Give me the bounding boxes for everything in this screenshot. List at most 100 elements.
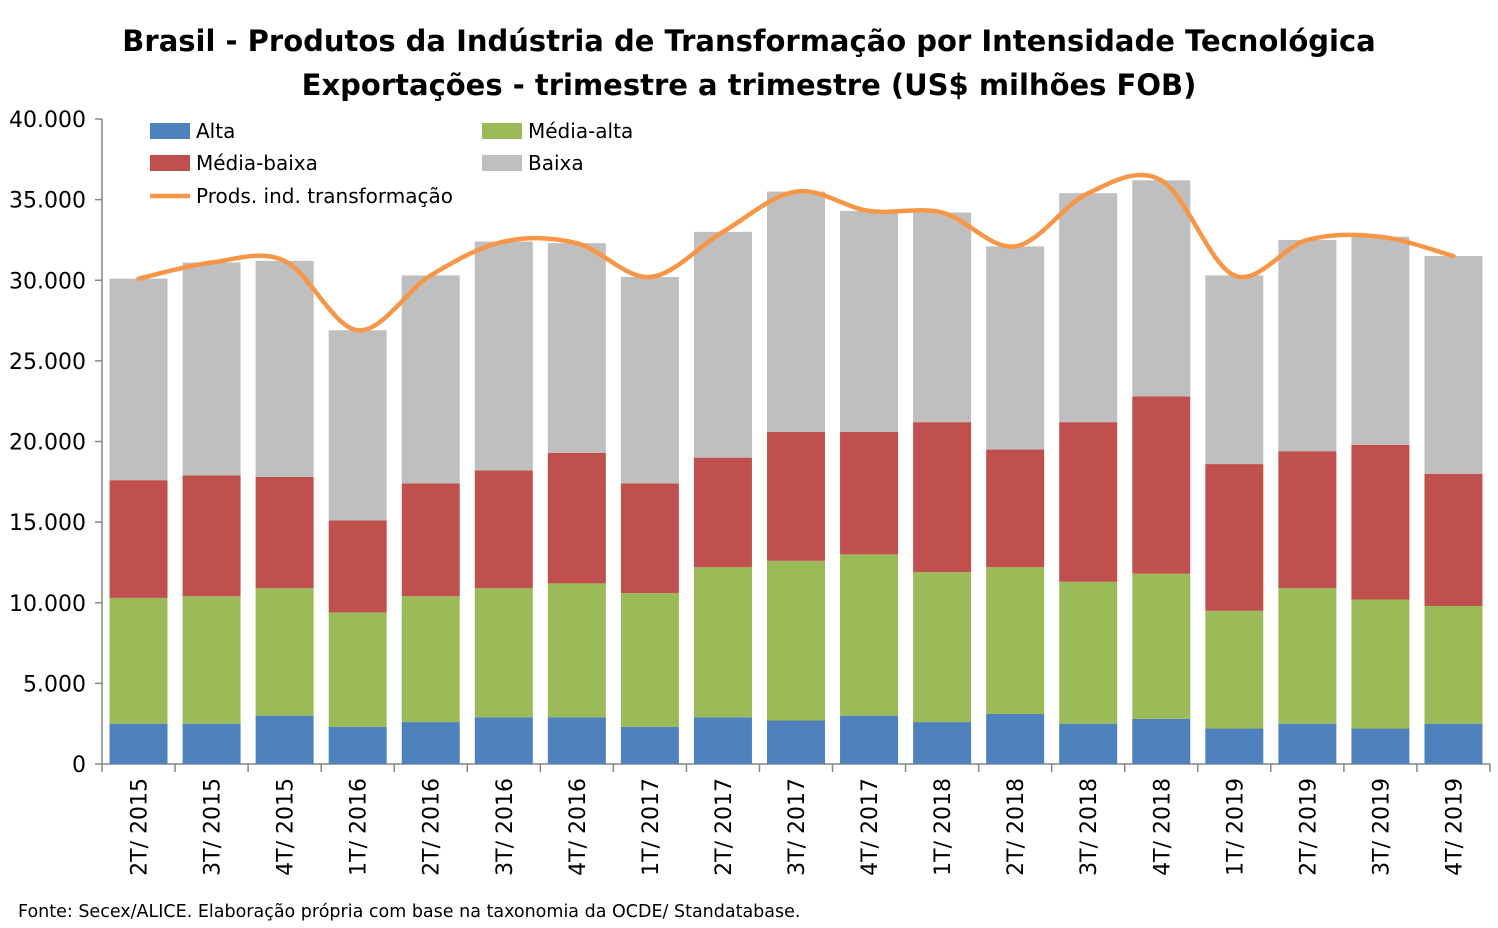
chart-title: Brasil - Produtos da Indústria de Transf… (122, 24, 1376, 58)
x-tick-label: 4T/ 2018 (1150, 778, 1175, 876)
bar-m-dia-baixa (401, 483, 460, 597)
bar-m-dia-alta (1278, 588, 1337, 724)
bar-baixa (693, 231, 752, 458)
y-tick-label: 20.000 (9, 431, 86, 456)
legend-label: Baixa (528, 151, 584, 175)
y-tick-label: 40.000 (9, 108, 86, 133)
bar-baixa (1424, 256, 1483, 474)
bar-baixa (109, 278, 168, 481)
bar-m-dia-alta (109, 597, 168, 724)
y-tick-label: 30.000 (9, 269, 86, 294)
legend-entry: Prods. ind. transformação (150, 184, 453, 208)
y-tick-label: 5.000 (23, 672, 86, 697)
y-tick-label: 15.000 (9, 511, 86, 536)
bar-m-dia-baixa (1278, 451, 1337, 589)
bar-alta (109, 723, 168, 764)
bar-baixa (401, 275, 460, 484)
source-note: Fonte: Secex/ALICE. Elaboração própria c… (18, 902, 801, 922)
bar-m-dia-alta (547, 583, 606, 718)
bar-baixa (547, 243, 606, 453)
y-tick-label: 35.000 (9, 189, 86, 214)
bar-alta (1424, 723, 1483, 764)
bar-alta (767, 720, 825, 764)
bar-alta (986, 714, 1045, 764)
legend-label: Prods. ind. transformação (196, 184, 453, 208)
bar-alta (840, 715, 899, 764)
x-tick-label: 3T/ 2015 (201, 778, 226, 876)
bar-m-dia-baixa (767, 431, 825, 561)
legend-label: Média-alta (528, 119, 633, 143)
bar-m-dia-baixa (1205, 464, 1264, 611)
bar-m-dia-baixa (1132, 396, 1191, 574)
bar-baixa (840, 210, 899, 432)
bar-m-dia-alta (401, 596, 460, 723)
x-tick-label: 4T/ 2016 (566, 778, 591, 876)
x-tick-label: 3T/ 2018 (1077, 778, 1102, 876)
bar-m-dia-alta (255, 588, 314, 716)
bar-alta (182, 723, 241, 764)
legend-entry: Média-alta (482, 119, 633, 143)
bar-m-dia-alta (840, 554, 899, 716)
bar-baixa (182, 262, 241, 476)
bar-baixa (1205, 275, 1264, 465)
bar-m-dia-baixa (109, 480, 168, 598)
bar-m-dia-alta (620, 593, 679, 727)
bar-m-dia-baixa (840, 431, 899, 555)
bar-m-dia-alta (986, 567, 1045, 715)
bar-alta (547, 717, 606, 764)
bar-alta (620, 726, 679, 764)
bar-baixa (1351, 236, 1410, 445)
bar-alta (328, 726, 387, 764)
bar-m-dia-baixa (182, 475, 241, 597)
bar-m-dia-alta (767, 560, 825, 721)
bar-alta (474, 717, 533, 764)
bar-baixa (1278, 239, 1337, 452)
bar-baixa (767, 191, 825, 432)
bar-m-dia-baixa (255, 476, 314, 589)
bar-m-dia-baixa (1059, 422, 1118, 582)
x-tick-label: 1T/ 2019 (1223, 778, 1248, 876)
bar-baixa (1059, 193, 1118, 423)
bar-baixa (620, 277, 679, 484)
bar-m-dia-baixa (1424, 473, 1483, 606)
bar-m-dia-alta (1424, 605, 1483, 724)
x-tick-label: 4T/ 2015 (274, 778, 299, 876)
bar-alta (693, 717, 752, 764)
x-tick-label: 1T/ 2016 (347, 778, 372, 876)
x-tick-label: 2T/ 2016 (420, 778, 445, 876)
x-tick-label: 1T/ 2017 (639, 778, 664, 876)
bar-m-dia-baixa (620, 483, 679, 594)
x-tick-label: 2T/ 2018 (1004, 778, 1029, 876)
bar-alta (1132, 718, 1191, 764)
bar-m-dia-baixa (328, 520, 387, 613)
bar-baixa (328, 330, 387, 521)
bar-alta (1059, 723, 1118, 764)
y-tick-label: 10.000 (9, 592, 86, 617)
x-tick-label: 4T/ 2019 (1442, 778, 1467, 876)
bar-m-dia-alta (1059, 581, 1118, 724)
x-tick-label: 4T/ 2017 (858, 778, 883, 876)
bar-m-dia-alta (693, 567, 752, 718)
bar-baixa (986, 246, 1045, 450)
bar-m-dia-alta (1132, 573, 1191, 719)
bar-m-dia-baixa (547, 452, 606, 584)
bar-m-dia-baixa (986, 449, 1045, 568)
x-tick-label: 3T/ 2016 (493, 778, 518, 876)
y-tick-label: 0 (72, 753, 86, 778)
chart-subtitle: Exportações - trimestre a trimestre (US$… (301, 68, 1197, 102)
x-tick-label: 2T/ 2017 (712, 778, 737, 876)
legend-entry: Baixa (482, 151, 584, 175)
bar-alta (401, 722, 460, 764)
x-tick-label: 3T/ 2017 (785, 778, 810, 876)
bar-m-dia-baixa (693, 457, 752, 568)
bar-m-dia-alta (328, 612, 387, 727)
bar-alta (255, 715, 314, 764)
bar-m-dia-baixa (913, 422, 972, 573)
bar-m-dia-alta (182, 596, 241, 724)
bar-m-dia-alta (1205, 610, 1264, 729)
x-tick-label: 2T/ 2019 (1296, 778, 1321, 876)
x-tick-label: 1T/ 2018 (931, 778, 956, 876)
legend-entry: Média-baixa (150, 151, 318, 175)
